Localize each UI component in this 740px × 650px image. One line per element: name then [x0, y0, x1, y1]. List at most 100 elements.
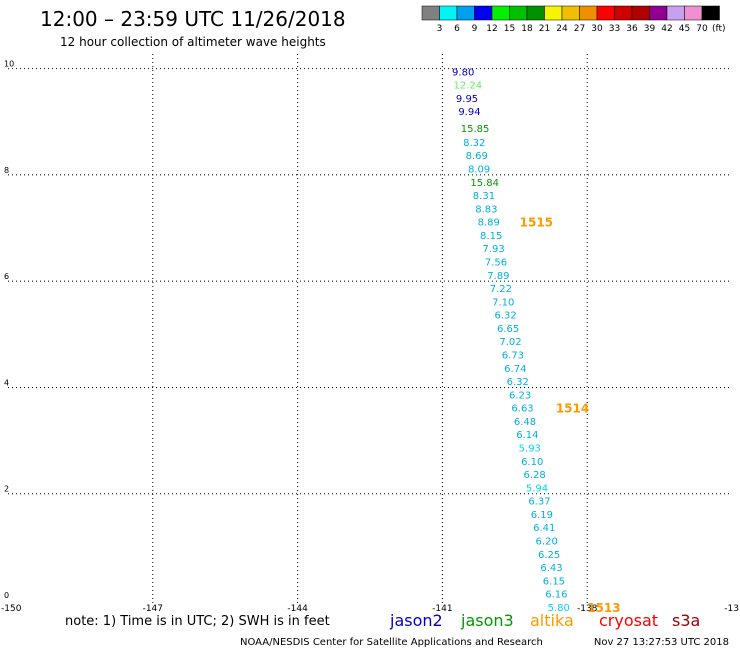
wave-height-point: 7.10: [492, 297, 514, 308]
x-tick-label: -150: [1, 604, 22, 614]
colorbar-swatch: [596, 5, 615, 21]
y-tick-label: 6: [4, 272, 9, 281]
grid-lines: [8, 54, 732, 604]
wave-height-point: 8.31: [473, 191, 495, 202]
y-tick-label: 2: [4, 485, 9, 494]
colorbar-label: 70: [696, 24, 708, 34]
colorbar-label: 6: [454, 24, 460, 34]
chart-title: 12:00 – 23:59 UTC 11/26/2018: [40, 7, 346, 31]
colorbar-label: 18: [521, 24, 533, 34]
wave-height-point: 6.10: [521, 457, 543, 468]
pass-time-label: 1515: [520, 216, 553, 230]
pass-time-label: 1513: [587, 601, 620, 615]
wave-height-point: 6.74: [504, 364, 526, 375]
x-tick-label: -141: [432, 604, 452, 614]
x-tick-label: -13: [724, 604, 739, 614]
colorbar-label: 45: [679, 24, 690, 34]
wave-height-point: 5.94: [526, 483, 548, 494]
colorbar-swatch: [456, 5, 475, 21]
colorbar-swatch: [544, 5, 563, 21]
wave-height-point: 5.80: [548, 603, 570, 614]
x-tick-label: -138: [577, 604, 598, 614]
chart-subtitle: 12 hour collection of altimeter wave hei…: [60, 35, 326, 49]
note-text: note: 1) Time is in UTC; 2) SWH is in fe…: [65, 614, 330, 629]
wave-height-point: 8.69: [466, 151, 488, 162]
colorbar-swatch: [474, 5, 493, 21]
colorbar-swatch: [701, 5, 720, 21]
wave-height-point: 15.84: [470, 178, 499, 189]
colorbar-swatch: [666, 5, 685, 21]
wave-height-point: 6.73: [502, 351, 524, 362]
colorbar-label: 21: [539, 24, 550, 34]
wave-height-point: 6.41: [533, 523, 555, 534]
wave-height-point: 8.15: [480, 231, 502, 242]
colorbar-swatch: [509, 5, 528, 21]
pass-time-label: 1514: [556, 402, 589, 416]
wave-height-point: 8.89: [478, 218, 500, 229]
colorbar-swatch: [421, 5, 440, 21]
wave-height-point: 7.02: [499, 337, 521, 348]
colorbar-label: 27: [574, 24, 585, 34]
colorbar-label: 42: [661, 24, 672, 34]
colorbar-swatch: [491, 5, 510, 21]
y-tick-label: 10: [4, 60, 14, 69]
colorbar-label: 12: [486, 24, 497, 34]
wave-height-point: 12.24: [454, 81, 483, 92]
satellite-legend: jason2 jason3 altika cryosat s3a: [389, 611, 700, 630]
x-tick-label: -144: [287, 604, 308, 614]
wave-height-point: 6.25: [538, 550, 560, 561]
colorbar-swatch: [439, 5, 458, 21]
colorbar-label: 33: [609, 24, 620, 34]
wave-height-point: 6.14: [516, 430, 538, 441]
wave-height-point: 6.32: [507, 377, 529, 388]
wave-height-point: 6.63: [511, 404, 533, 415]
wave-height-point: 7.22: [490, 284, 512, 295]
legend-s3a: s3a: [672, 611, 700, 630]
y-tick-label: 8: [4, 166, 9, 175]
colorbar-swatch: [649, 5, 668, 21]
colorbar: 3 6 9 12 15 18 21 24 27 30 33 36 39 42 45 70: [421, 5, 720, 34]
wave-height-point: 6.20: [536, 536, 558, 547]
wave-height-point: 6.15: [543, 576, 565, 587]
wave-height-point: 6.43: [540, 563, 562, 574]
wave-height-point: 9.95: [456, 94, 478, 105]
footer-credit: NOAA/NESDIS Center for Satellite Applica…: [240, 637, 543, 648]
legend-altika: altika: [530, 611, 574, 630]
colorbar-label: 3: [437, 24, 443, 34]
wave-height-point: 6.48: [514, 417, 536, 428]
colorbar-swatch: [631, 5, 650, 21]
wave-height-point: 9.94: [458, 107, 480, 118]
wave-height-point: 5.93: [519, 443, 541, 454]
wave-height-point: 8.09: [468, 165, 490, 176]
colorbar-unit: (ft): [712, 24, 726, 34]
y-tick-label: 0: [4, 591, 9, 600]
colorbar-swatch: [614, 5, 633, 21]
wave-height-point: 6.37: [528, 497, 550, 508]
wave-height-point: 7.93: [482, 244, 504, 255]
colorbar-label: 15: [504, 24, 515, 34]
colorbar-label: 36: [626, 24, 638, 34]
wave-height-point: 6.19: [531, 510, 553, 521]
wave-height-point: 8.32: [463, 138, 485, 149]
legend-jason2: jason2: [389, 611, 443, 630]
colorbar-swatch: [579, 5, 598, 21]
colorbar-label: 24: [556, 24, 568, 34]
wave-height-point: 6.23: [509, 390, 531, 401]
wave-height-point: 6.65: [497, 324, 519, 335]
wave-height-point: 8.83: [475, 204, 497, 215]
colorbar-label: 9: [472, 24, 478, 34]
colorbar-label: 39: [644, 24, 656, 34]
footer-timestamp: Nov 27 13:27:53 UTC 2018: [594, 637, 729, 648]
wave-height-point: 6.32: [495, 311, 517, 322]
x-axis-ticks: -150 -147 -144 -141 -138 -13: [1, 604, 739, 614]
wave-height-point: 6.28: [523, 470, 545, 481]
wave-height-labels: 9.80 12.24 9.95 9.94 15.85 8.32 8.69 8.09 15.84 8…: [452, 67, 621, 615]
wave-height-point: 7.56: [485, 258, 507, 269]
wave-height-point: 6.16: [545, 590, 567, 601]
legend-cryosat: cryosat: [599, 611, 658, 630]
y-axis-ticks: 0 2 4 6 8 10: [4, 60, 14, 600]
colorbar-swatch: [561, 5, 580, 21]
x-tick-label: -147: [143, 604, 163, 614]
wave-height-point: 7.89: [487, 271, 509, 282]
